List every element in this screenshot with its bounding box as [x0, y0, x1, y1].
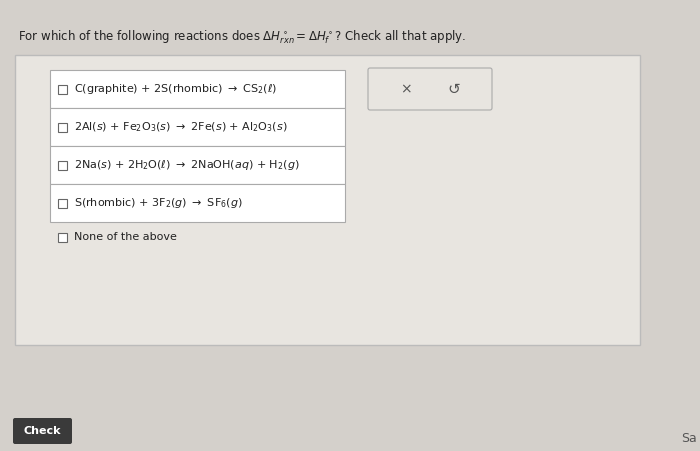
Text: For which of the following reactions does $\Delta H^\circ_{rxn} = \Delta H^\circ: For which of the following reactions doe…: [18, 28, 466, 46]
Text: ↺: ↺: [447, 82, 461, 97]
FancyBboxPatch shape: [15, 55, 640, 345]
Text: 2Al($s$) + Fe$_2$O$_3$($s$) $\rightarrow$ 2Fe($s$) + Al$_2$O$_3$($s$): 2Al($s$) + Fe$_2$O$_3$($s$) $\rightarrow…: [74, 120, 288, 134]
FancyBboxPatch shape: [50, 184, 345, 222]
FancyBboxPatch shape: [50, 108, 345, 146]
Text: C(graphite) + 2S(rhombic) $\rightarrow$ CS$_2$($\ell$): C(graphite) + 2S(rhombic) $\rightarrow$ …: [74, 82, 277, 96]
FancyBboxPatch shape: [58, 198, 67, 207]
Text: None of the above: None of the above: [74, 232, 177, 242]
FancyBboxPatch shape: [50, 146, 345, 184]
FancyBboxPatch shape: [58, 123, 67, 132]
FancyBboxPatch shape: [58, 84, 67, 93]
FancyBboxPatch shape: [368, 68, 492, 110]
Text: Check: Check: [24, 426, 62, 436]
FancyBboxPatch shape: [58, 233, 67, 241]
Text: Sa: Sa: [681, 432, 697, 445]
Text: ×: ×: [400, 82, 412, 96]
Text: 2Na($s$) + 2H$_2$O($\ell$) $\rightarrow$ 2NaOH($aq$) + H$_2$($g$): 2Na($s$) + 2H$_2$O($\ell$) $\rightarrow$…: [74, 158, 300, 172]
FancyBboxPatch shape: [13, 418, 72, 444]
FancyBboxPatch shape: [58, 161, 67, 170]
FancyBboxPatch shape: [50, 70, 345, 108]
Text: S(rhombic) + 3F$_2$($g$) $\rightarrow$ SF$_6$($g$): S(rhombic) + 3F$_2$($g$) $\rightarrow$ S…: [74, 196, 243, 210]
